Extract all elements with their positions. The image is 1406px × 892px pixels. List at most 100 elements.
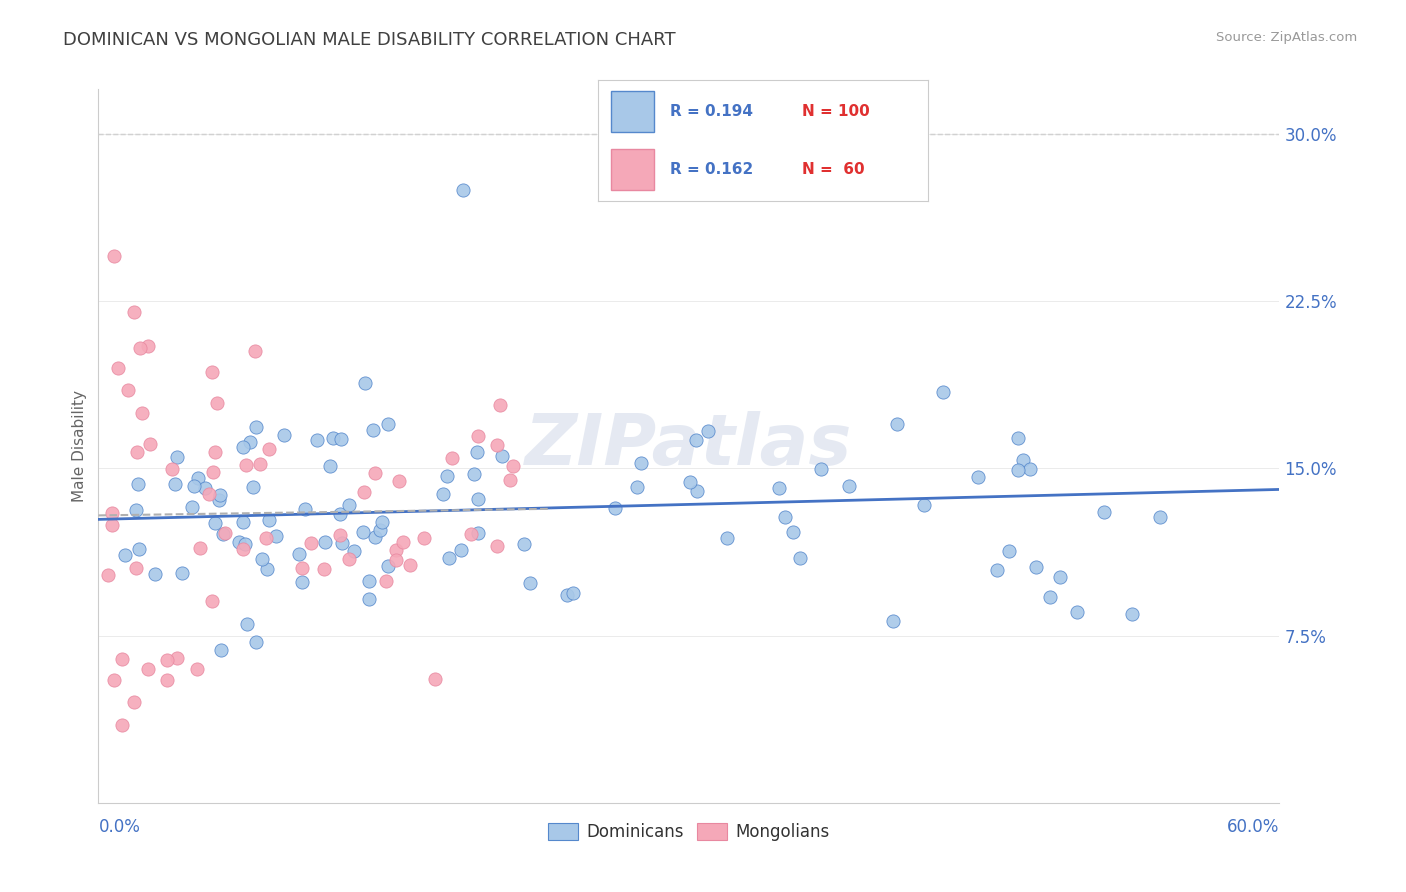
Point [125, 445, 148, 459]
Point [441, 451, 464, 466]
Point [131, 405, 153, 419]
Text: N =  60: N = 60 [803, 161, 865, 177]
Point [254, 532, 277, 546]
Point [101, 517, 124, 532]
Point [201, 594, 224, 608]
Point [97, 568, 120, 582]
Point [460, 527, 482, 541]
Point [127, 476, 149, 491]
Point [388, 474, 411, 488]
Point [998, 544, 1021, 558]
Point [467, 429, 489, 443]
Text: Source: ZipAtlas.com: Source: ZipAtlas.com [1216, 31, 1357, 45]
Point [156, 653, 179, 667]
Point [259, 512, 281, 526]
Point [782, 524, 804, 539]
Point [377, 417, 399, 431]
Point [128, 541, 150, 556]
Point [322, 431, 344, 445]
Point [377, 559, 399, 574]
Point [451, 182, 474, 196]
Point [353, 485, 375, 500]
Point [364, 466, 387, 480]
Point [264, 529, 287, 543]
Point [485, 438, 508, 452]
Text: 60.0%: 60.0% [1227, 819, 1279, 837]
Point [111, 717, 134, 731]
Point [513, 537, 536, 551]
Point [436, 469, 458, 483]
Point [257, 442, 280, 456]
Point [245, 419, 267, 434]
Point [413, 531, 436, 545]
Text: DOMINICAN VS MONGOLIAN MALE DISABILITY CORRELATION CHART: DOMINICAN VS MONGOLIAN MALE DISABILITY C… [63, 31, 676, 49]
Point [245, 635, 267, 649]
Point [117, 384, 139, 398]
Point [163, 477, 186, 491]
Point [194, 481, 217, 495]
Point [136, 338, 159, 352]
Point [337, 552, 360, 566]
Point [1121, 607, 1143, 621]
Point [239, 435, 262, 450]
Point [423, 672, 446, 686]
Point [1092, 505, 1115, 519]
Point [156, 673, 179, 687]
Text: R = 0.162: R = 0.162 [671, 161, 754, 177]
Point [370, 515, 392, 529]
Point [136, 662, 159, 676]
Point [697, 425, 720, 439]
Point [716, 531, 738, 545]
Point [932, 385, 955, 400]
Point [190, 541, 212, 556]
Point [467, 491, 489, 506]
Point [810, 461, 832, 475]
Point [319, 459, 342, 474]
Point [775, 509, 797, 524]
Point [214, 526, 236, 541]
Point [129, 341, 152, 355]
Point [329, 528, 352, 542]
Point [1011, 452, 1033, 467]
Point [465, 445, 488, 459]
Point [170, 566, 193, 580]
Point [912, 498, 935, 512]
Point [166, 450, 188, 465]
Point [101, 506, 124, 520]
Point [205, 396, 228, 410]
Point [307, 434, 329, 448]
Legend: Dominicans, Mongolians: Dominicans, Mongolians [541, 816, 837, 848]
Point [235, 458, 257, 472]
Point [679, 475, 702, 489]
Point [122, 305, 145, 319]
Point [391, 535, 413, 549]
Point [561, 586, 583, 600]
Point [450, 543, 472, 558]
Point [204, 444, 226, 458]
Point [232, 440, 254, 454]
Point [299, 535, 322, 549]
Point [343, 543, 366, 558]
Point [886, 417, 908, 432]
Point [125, 560, 148, 574]
Point [291, 575, 314, 590]
Text: 0.0%: 0.0% [98, 819, 141, 837]
Point [357, 574, 380, 588]
Point [111, 651, 134, 665]
Point [139, 436, 162, 450]
Point [204, 516, 226, 530]
Point [519, 576, 541, 591]
Point [212, 527, 235, 541]
Point [329, 507, 352, 521]
Point [385, 542, 408, 557]
Point [291, 561, 314, 575]
Point [181, 500, 204, 514]
Point [361, 423, 384, 437]
FancyBboxPatch shape [610, 91, 654, 132]
Point [555, 589, 578, 603]
Point [432, 487, 454, 501]
Point [198, 487, 221, 501]
Point [385, 553, 408, 567]
Point [228, 535, 250, 549]
Point [252, 552, 274, 566]
